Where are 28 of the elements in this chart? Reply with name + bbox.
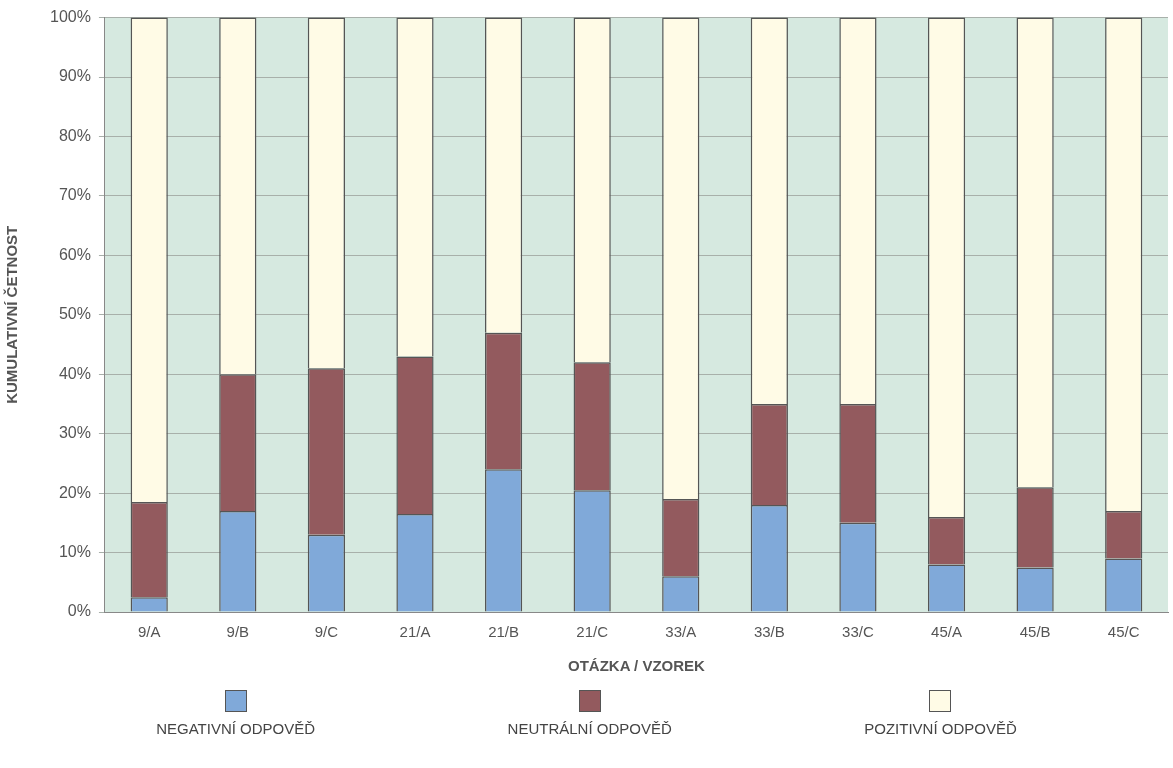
y-tick-label: 70% — [58, 186, 91, 204]
x-tick-label: 21/A — [399, 623, 431, 641]
y-tick-label: 100% — [50, 8, 91, 26]
y-tick-label: 0% — [67, 602, 91, 620]
x-axis-title: OTÁZKA / VZOREK — [567, 657, 706, 675]
x-tick-label: 33/C — [842, 623, 874, 641]
legend-label: POZITIVNÍ ODPOVĚĎ — [864, 720, 1017, 737]
y-tick-label: 60% — [58, 245, 91, 263]
x-tick-label: 45/A — [931, 623, 962, 641]
y-tick-label: 20% — [58, 483, 91, 501]
x-tick-label: 21/C — [576, 623, 609, 641]
legend-label: NEUTRÁLNÍ ODPOVĚĎ — [507, 720, 672, 737]
x-tick-label: 21/B — [488, 623, 520, 641]
y-tick-label: 80% — [58, 126, 91, 144]
y-axis-title: KUMULATIVNÍ ČETNOST — [3, 225, 21, 404]
y-tick-label: 90% — [58, 67, 91, 85]
x-tick-label: 33/A — [665, 623, 697, 641]
y-tick-label: 50% — [58, 305, 91, 323]
y-tick-label: 10% — [58, 542, 91, 560]
x-tick-label: 45/B — [1019, 623, 1051, 641]
y-tick-label: 40% — [58, 364, 91, 382]
legend-label: NEGATIVNÍ ODPOVĚĎ — [156, 720, 316, 737]
x-tick-label: 9/A — [137, 623, 161, 641]
x-tick-label: 9/C — [314, 623, 339, 641]
x-tick-label: 33/B — [753, 623, 785, 641]
x-tick-label: 45/C — [1107, 623, 1140, 641]
y-tick-label: 30% — [58, 424, 91, 442]
x-tick-label: 9/B — [226, 623, 250, 641]
